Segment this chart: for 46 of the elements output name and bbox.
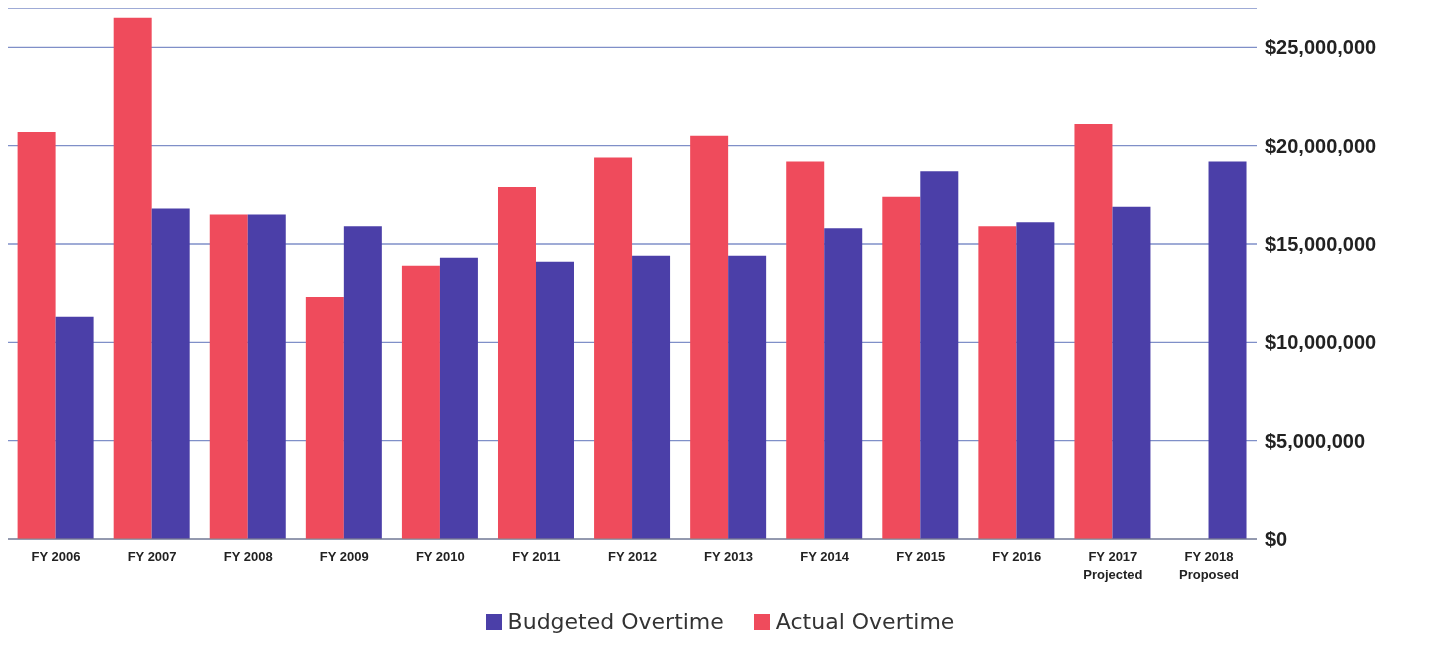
bar bbox=[594, 157, 633, 539]
x-tick-label: FY 2010 bbox=[415, 549, 465, 564]
x-tick-label: FY 2006 bbox=[31, 549, 81, 564]
x-tick-label: FY 2016 bbox=[992, 549, 1042, 564]
y-tick-label: $10,000,000 bbox=[1265, 331, 1377, 354]
x-tick-label: FY 2017 Projected bbox=[1083, 549, 1143, 582]
y-tick-label: $0 bbox=[1265, 528, 1288, 551]
legend-label: Actual Overtime bbox=[774, 609, 955, 634]
legend-label: Budgeted Overtime bbox=[506, 609, 724, 634]
bar bbox=[1074, 124, 1113, 539]
bar bbox=[978, 226, 1017, 539]
y-tick-label: $20,000,000 bbox=[1265, 134, 1377, 157]
bar bbox=[401, 265, 440, 539]
x-tick-label: FY 2014 bbox=[800, 549, 850, 564]
bar bbox=[920, 171, 959, 539]
bar bbox=[535, 261, 574, 539]
x-tick-label: FY 2018 Proposed bbox=[1178, 549, 1239, 582]
bar bbox=[209, 214, 248, 539]
x-tick-label: FY 2007 bbox=[127, 549, 177, 564]
bar bbox=[151, 208, 190, 539]
x-tick-label: FY 2013 bbox=[704, 549, 754, 564]
bar bbox=[690, 135, 729, 539]
bar bbox=[55, 316, 94, 539]
bar bbox=[497, 186, 536, 539]
bar bbox=[1016, 222, 1055, 539]
bar bbox=[632, 255, 671, 539]
bar bbox=[1208, 161, 1247, 539]
bar bbox=[305, 297, 344, 539]
bar bbox=[1112, 206, 1151, 539]
y-tick-label: $25,000,000 bbox=[1265, 36, 1377, 59]
bar bbox=[343, 226, 382, 539]
bar bbox=[439, 257, 478, 539]
bar bbox=[882, 196, 921, 539]
bar bbox=[17, 131, 56, 539]
bar bbox=[786, 161, 825, 539]
x-tick-label: FY 2012 bbox=[608, 549, 657, 564]
x-tick-label: FY 2011 bbox=[512, 549, 561, 564]
bar bbox=[728, 255, 767, 539]
y-tick-label: $5,000,000 bbox=[1265, 429, 1366, 452]
bar bbox=[824, 228, 863, 539]
x-tick-label: FY 2009 bbox=[319, 549, 369, 564]
x-tick-label: FY 2015 bbox=[896, 549, 946, 564]
y-tick-label: $15,000,000 bbox=[1265, 233, 1377, 256]
bar bbox=[247, 214, 286, 539]
x-tick-label: FY 2008 bbox=[223, 549, 273, 564]
bar bbox=[113, 17, 152, 539]
